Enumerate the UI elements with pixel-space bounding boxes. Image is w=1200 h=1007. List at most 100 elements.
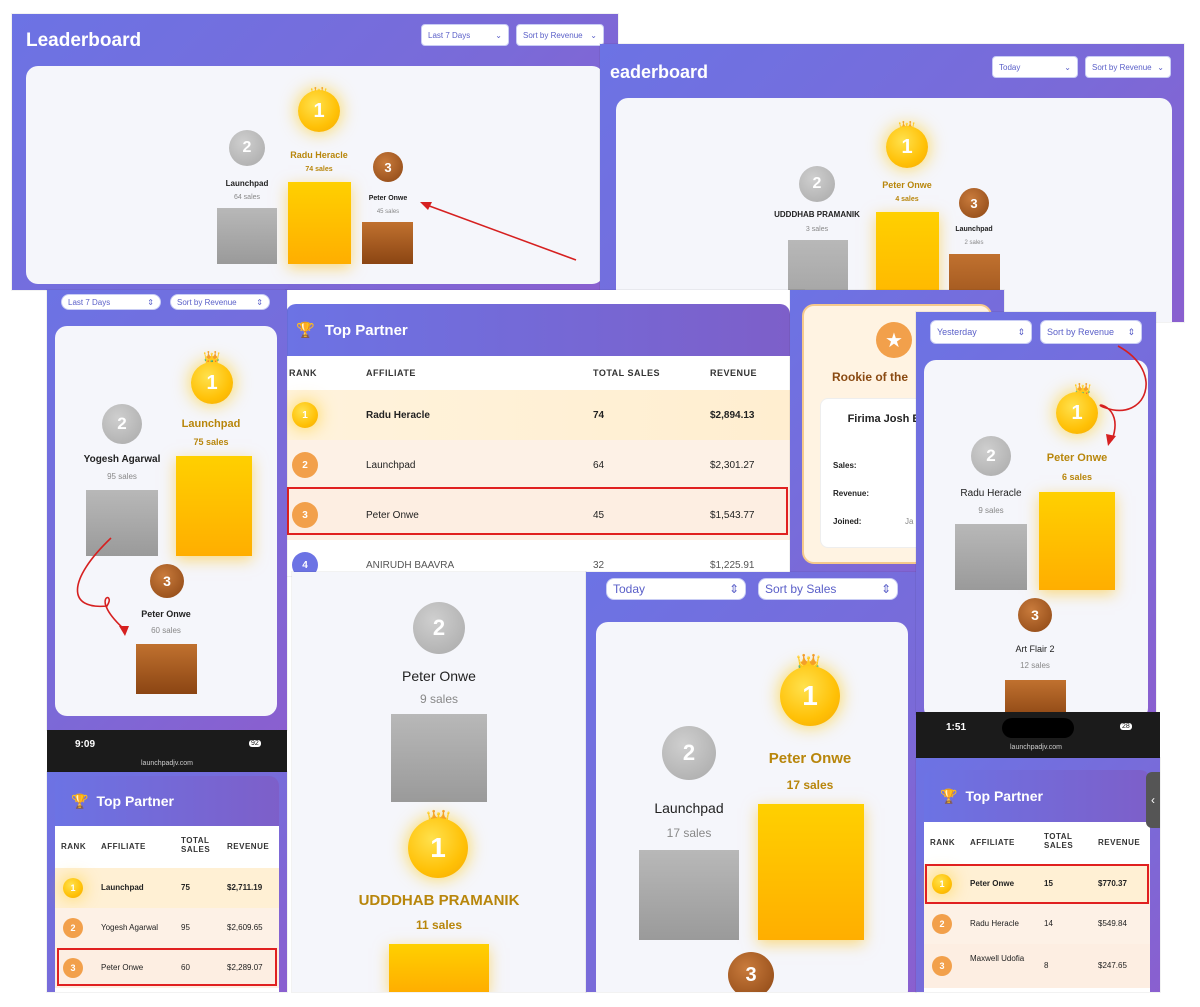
rank-3-name[interactable]: Art Flair 2 <box>1015 644 1055 654</box>
table-row[interactable]: 3 Peter Onwe 60 $2,289.07 <box>55 948 279 988</box>
col-affiliate: AFFILIATE <box>366 368 416 378</box>
rank-1-badge: 1 <box>191 362 233 404</box>
period-select[interactable]: Today ⇕ <box>606 578 746 600</box>
rank-2-name[interactable]: Radu Heracle <box>960 488 1022 499</box>
rank-badge: 1 <box>292 402 318 428</box>
table-row[interactable]: 2 Yogesh Agarwal 95 $2,609.65 <box>55 908 279 948</box>
period-value: Last 7 Days <box>428 30 471 40</box>
total-sales: 45 <box>593 510 605 521</box>
rank-1-name[interactable]: Radu Heracle <box>290 150 348 160</box>
rank-1-badge: 1 <box>408 818 468 878</box>
revenue: $2,711.19 <box>227 883 263 892</box>
rank-3-sales: 12 sales <box>1020 661 1050 670</box>
period-select[interactable]: Today ⌄ <box>992 56 1078 78</box>
top-partner-table: RANK AFFILIATE TOTAL SALES REVENUE 1 Lau… <box>55 826 279 992</box>
table-row[interactable]: 2 Launchpad 64 $2,301.27 <box>286 440 790 490</box>
rank-2-badge: 2 <box>799 166 835 202</box>
table-row[interactable]: 1 Peter Onwe 15 $770.37 <box>924 864 1150 904</box>
table-row[interactable]: 1 Launchpad 75 $2,711.19 <box>55 868 279 908</box>
total-sales: 15 <box>1044 879 1053 888</box>
side-collapse-tab[interactable]: ‹ <box>1146 772 1160 828</box>
rank-1-podium <box>758 804 864 940</box>
rank-3-name[interactable]: Peter Onwe <box>141 609 191 619</box>
rank-1-sales: 6 sales <box>1061 472 1093 482</box>
url-bar[interactable]: launchpadjv.com <box>1010 744 1063 751</box>
rank-1-podium <box>1039 492 1115 590</box>
revenue: $1,225.91 <box>710 560 755 571</box>
rank-1-name[interactable]: Peter Onwe <box>1046 452 1108 464</box>
sort-value: Sort by Sales <box>765 582 837 596</box>
period-select[interactable]: Last 7 Days ⌄ <box>421 24 509 46</box>
rank-1-name[interactable]: Peter Onwe <box>882 180 932 190</box>
col-rank: RANK <box>289 368 317 378</box>
rank-1-sales: 4 sales <box>895 196 919 203</box>
podium-card: 👑 1 Peter Onwe 6 sales 2 Radu Heracle 9 … <box>924 360 1148 714</box>
total-sales: 14 <box>1044 919 1053 928</box>
sort-select[interactable]: Sort by Sales ⇕ <box>758 578 898 600</box>
status-bar: 1:51 28 launchpadjv.com <box>916 712 1160 758</box>
rank-2-name[interactable]: UDDDHAB PRAMANIK <box>774 210 860 219</box>
affiliate-name: Radu Heracle <box>970 919 1019 928</box>
table-row[interactable]: 1 Radu Heracle 74 $2,894.13 <box>286 390 790 440</box>
dynamic-island <box>1002 718 1074 738</box>
section-title: Top Partner <box>96 793 174 809</box>
rank-1-badge: 1 <box>780 666 840 726</box>
sort-select[interactable]: Sort by Revenue ⇕ <box>170 294 270 310</box>
col-total-sales: TOTAL SALES <box>593 368 661 378</box>
trophy-icon: 🏆 <box>71 792 89 809</box>
section-title: Top Partner <box>965 788 1043 804</box>
affiliate-name: Launchpad <box>101 883 144 892</box>
total-sales: 74 <box>593 410 605 421</box>
rank-3-name[interactable]: Launchpad <box>955 226 993 233</box>
affiliate-name: Peter Onwe <box>366 510 419 521</box>
rank-2-podium <box>955 524 1027 590</box>
rank-2-badge: 2 <box>102 404 142 444</box>
table-row[interactable]: 2 Radu Heracle 14 $549.84 <box>924 904 1150 944</box>
rank-2-name[interactable]: Launchpad <box>654 800 724 816</box>
period-select[interactable]: Last 7 Days ⇕ <box>61 294 161 310</box>
table-row[interactable]: 4 ANIRUDH BAAVRA 32 $1,225.91 <box>286 540 790 576</box>
rank-2-name[interactable]: Peter Onwe <box>402 668 476 684</box>
rank-1-name[interactable]: Peter Onwe <box>768 750 852 767</box>
sort-select[interactable]: Sort by Revenue ⇕ <box>1040 320 1142 344</box>
rank-2-sales: 3 sales <box>805 226 829 233</box>
podium-card: 👑 1 Peter Onwe 4 sales 2 UDDDHAB PRAMANI… <box>616 98 1172 322</box>
affiliate-name: ANIRUDH BAAVRA <box>366 560 455 571</box>
annotation-arrow <box>1099 345 1147 446</box>
rank-badge: 1 <box>932 874 952 894</box>
rank-3-name[interactable]: Peter Onwe <box>368 195 408 202</box>
star-icon: ★ <box>876 322 912 358</box>
url-bar[interactable]: launchpadjv.com <box>141 760 194 767</box>
podium-card: 👑 1 Launchpad 75 sales 2 Yogesh Agarwal … <box>55 326 277 716</box>
sort-select[interactable]: Sort by Revenue ⌄ <box>516 24 604 46</box>
rank-3-sales: 60 sales <box>151 626 181 635</box>
sort-select[interactable]: Sort by Revenue ⌄ <box>1085 56 1171 78</box>
table-row[interactable]: 3 Maxwell Udofia 8 $247.65 <box>924 944 1150 988</box>
rank-badge: 2 <box>63 918 83 938</box>
period-select[interactable]: Yesterday ⇕ <box>930 320 1032 344</box>
screenshot-4-top-partner: 🏆 Top Partner RANK AFFILIATE TOTAL SALES … <box>286 290 804 576</box>
screenshot-10-mobile-top-partner: 🏆 Top Partner RANK AFFILIATE TOTAL SALES … <box>916 758 1160 992</box>
affiliate-name: Yogesh Agarwal <box>101 923 159 932</box>
updown-icon: ⇕ <box>147 297 154 307</box>
rank-3-podium <box>136 644 197 694</box>
joined-label: Joined: <box>833 517 862 526</box>
rank-1-name[interactable]: Launchpad <box>181 418 241 430</box>
rank-3-badge: 3 <box>959 188 989 218</box>
page-title: eaderboard <box>610 62 709 82</box>
affiliate-name: Maxwell Udofia <box>970 954 1025 963</box>
col-revenue: REVENUE <box>227 842 270 851</box>
rank-1-badge: 1 <box>298 90 340 132</box>
revenue: $247.65 <box>1098 961 1127 970</box>
rank-2-name[interactable]: Launchpad <box>225 179 269 188</box>
updown-icon: ⇕ <box>880 582 891 596</box>
battery-level: 92 <box>249 740 261 747</box>
revenue: $549.84 <box>1098 919 1127 928</box>
total-sales: 95 <box>181 923 190 932</box>
table-row[interactable]: 3 Peter Onwe 45 $1,543.77 <box>286 490 790 540</box>
col-affiliate: AFFILIATE <box>101 842 146 851</box>
battery-level: 28 <box>1120 723 1132 730</box>
sort-value: Sort by Revenue <box>523 30 583 40</box>
rank-1-name[interactable]: UDDDHAB PRAMANIK <box>358 892 520 909</box>
rank-2-name[interactable]: Yogesh Agarwal <box>83 454 161 465</box>
